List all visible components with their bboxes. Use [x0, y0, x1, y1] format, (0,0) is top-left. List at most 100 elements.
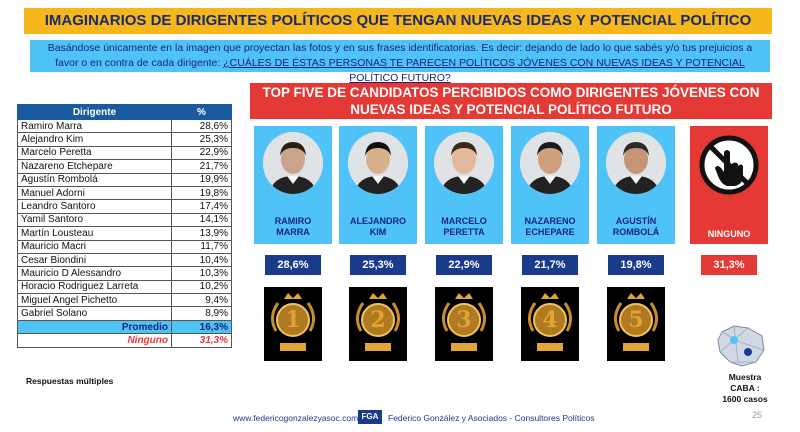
- table-row: Gabriel Solano 8,9%: [17, 306, 232, 321]
- table-header-row: Dirigente %: [17, 104, 232, 120]
- person-photo: [606, 132, 666, 194]
- footer-url[interactable]: www.federicogonzalezyasoc.com: [233, 413, 359, 423]
- sample-line: CABA :: [730, 383, 760, 393]
- candidate-name-line: AGUSTÍN: [615, 216, 657, 226]
- top-five-title: TOP FIVE DE CANDIDATOS PERCIBIDOS COMO D…: [250, 83, 772, 119]
- dirigente-name: Gabriel Solano: [17, 306, 172, 321]
- person-photo: [434, 132, 494, 194]
- sample-line: Muestra: [728, 372, 762, 382]
- candidate-card: MARCELO PERETTA: [425, 126, 503, 244]
- rank-number: 1: [285, 307, 301, 333]
- map-icon: [717, 325, 765, 367]
- table-row: Mauricio D Alessandro 10,3%: [17, 266, 232, 281]
- dirigente-name: Alejandro Kim: [17, 132, 172, 147]
- dirigente-percent: 25,3%: [171, 132, 232, 147]
- table-row: Leandro Santoro 17,4%: [17, 199, 232, 214]
- multiple-answers-note: Respuestas múltiples: [26, 376, 114, 386]
- candidate-percent: 28,6%: [265, 255, 321, 275]
- candidate-percent: 22,9%: [436, 255, 492, 275]
- person-photo: [520, 132, 580, 194]
- table-row: Manuel Adorni 19,8%: [17, 185, 232, 201]
- ranking-table: Dirigente % Ramiro Marra 28,6% Alejandro K…: [17, 104, 232, 348]
- candidate-name-line: MARRA: [276, 227, 310, 237]
- table-row: Nazareno Etchepare 21,7%: [17, 159, 232, 174]
- rank-number: 4: [542, 307, 558, 333]
- dirigente-percent: 10,3%: [171, 266, 232, 281]
- table-row: Horacio Rodriguez Larreta 10,2%: [17, 279, 232, 295]
- candidate-name: AGUSTÍN ROMBOLÁ: [597, 216, 675, 238]
- dirigente-name: Cesar Biondini: [17, 252, 172, 268]
- dirigente-percent: 13,9%: [171, 226, 232, 241]
- candidate-name-line: KIM: [369, 227, 387, 237]
- table-row: Martín Lousteau 13,9%: [17, 226, 232, 241]
- table-row: Mauricio Macri 11,7%: [17, 239, 232, 254]
- dirigente-percent: 11,7%: [171, 239, 232, 254]
- fga-logo: FGA: [358, 410, 382, 424]
- summary-label: Ninguno: [17, 333, 172, 348]
- question-text: ¿CUÁLES DE ÉSTAS PERSONAS TE PARECEN POL…: [223, 57, 745, 84]
- rank-number: 3: [456, 307, 472, 333]
- candidate-name-line: ROMBOLÁ: [612, 227, 660, 237]
- candidate-name: RAMIRO MARRA: [254, 216, 332, 238]
- dirigente-percent: 21,7%: [171, 159, 232, 174]
- dirigente-name: Ramiro Marra: [17, 118, 172, 134]
- table-body: Ramiro Marra 28,6% Alejandro Kim 25,3% Marce…: [17, 118, 232, 348]
- none-row: Ninguno 31,3%: [17, 333, 232, 348]
- card-ninguno: NINGUNO: [690, 126, 768, 244]
- table-row: Agustín Rombolá 19,9%: [17, 172, 232, 187]
- candidate-card: AGUSTÍN ROMBOLÁ: [597, 126, 675, 244]
- gold-medal-icon: 2: [349, 287, 407, 361]
- candidate-percent: 21,7%: [522, 255, 578, 275]
- sample-line: 1600 casos: [722, 394, 768, 404]
- candidate-percent: 25,3%: [350, 255, 406, 275]
- dirigente-name: Marcelo Peretta: [17, 145, 172, 161]
- gold-medal-icon: 4: [521, 287, 579, 361]
- table-row: Cesar Biondini 10,4%: [17, 252, 232, 268]
- page-number: 25: [752, 410, 763, 420]
- dirigente-percent: 17,4%: [171, 199, 232, 214]
- candidate-name-line: NINGUNO: [707, 229, 751, 239]
- survey-question: Basándose únicamente en la imagen que pr…: [30, 40, 770, 84]
- dirigente-name: Leandro Santoro: [17, 199, 172, 214]
- dirigente-name: Mauricio D Alessandro: [17, 266, 172, 281]
- candidate-name: NINGUNO: [690, 229, 768, 240]
- dirigente-name: Agustín Rombolá: [17, 172, 172, 187]
- dirigente-percent: 19,8%: [171, 185, 232, 201]
- candidate-card: RAMIRO MARRA: [254, 126, 332, 244]
- sample-note: Muestra CABA : 1600 casos: [700, 372, 790, 405]
- gold-medal-icon: 3: [435, 287, 493, 361]
- table-row: Miguel Angel Pichetto 9,4%: [17, 293, 232, 308]
- rank-number: 5: [628, 307, 644, 333]
- column-header-percent: %: [171, 104, 232, 120]
- candidate-name-line: RAMIRO: [274, 216, 312, 226]
- candidate-name-line: ALEJANDRO: [349, 216, 406, 226]
- summary-label: Promedio: [17, 319, 172, 335]
- candidate-name-line: MARCELO: [441, 216, 487, 226]
- dirigente-percent: 10,4%: [171, 252, 232, 268]
- dirigente-percent: 19,9%: [171, 172, 232, 187]
- page-title: IMAGINARIOS DE DIRIGENTES POLÍTICOS QUE …: [24, 8, 772, 55]
- dirigente-percent: 28,6%: [171, 118, 232, 134]
- candidate-name: NAZARENO ECHEPARE: [511, 216, 589, 238]
- rank-number: 2: [370, 307, 386, 333]
- footer: www.federicogonzalezyasoc.com FGA Federi…: [0, 410, 800, 428]
- gold-medal-icon: 1: [264, 287, 322, 361]
- dirigente-percent: 14,1%: [171, 212, 232, 228]
- summary-value: 31,3%: [171, 333, 232, 348]
- dirigente-name: Miguel Angel Pichetto: [17, 293, 172, 308]
- candidate-name-line: NAZARENO: [524, 216, 576, 226]
- dirigente-percent: 8,9%: [171, 306, 232, 321]
- candidate-name-line: ECHEPARE: [525, 227, 575, 237]
- candidate-name-line: PERETTA: [443, 227, 485, 237]
- table-row: Yamil Santoro 14,1%: [17, 212, 232, 228]
- dirigente-percent: 10,2%: [171, 279, 232, 295]
- candidate-percent: 19,8%: [608, 255, 664, 275]
- dirigente-percent: 22,9%: [171, 145, 232, 161]
- table-row: Marcelo Peretta 22,9%: [17, 145, 232, 161]
- candidate-name: MARCELO PERETTA: [425, 216, 503, 238]
- dirigente-name: Nazareno Etchepare: [17, 159, 172, 174]
- candidate-name: ALEJANDRO KIM: [339, 216, 417, 238]
- column-header-dirigente: Dirigente: [17, 104, 172, 120]
- dirigente-percent: 9,4%: [171, 293, 232, 308]
- candidate-percent: 31,3%: [701, 255, 757, 275]
